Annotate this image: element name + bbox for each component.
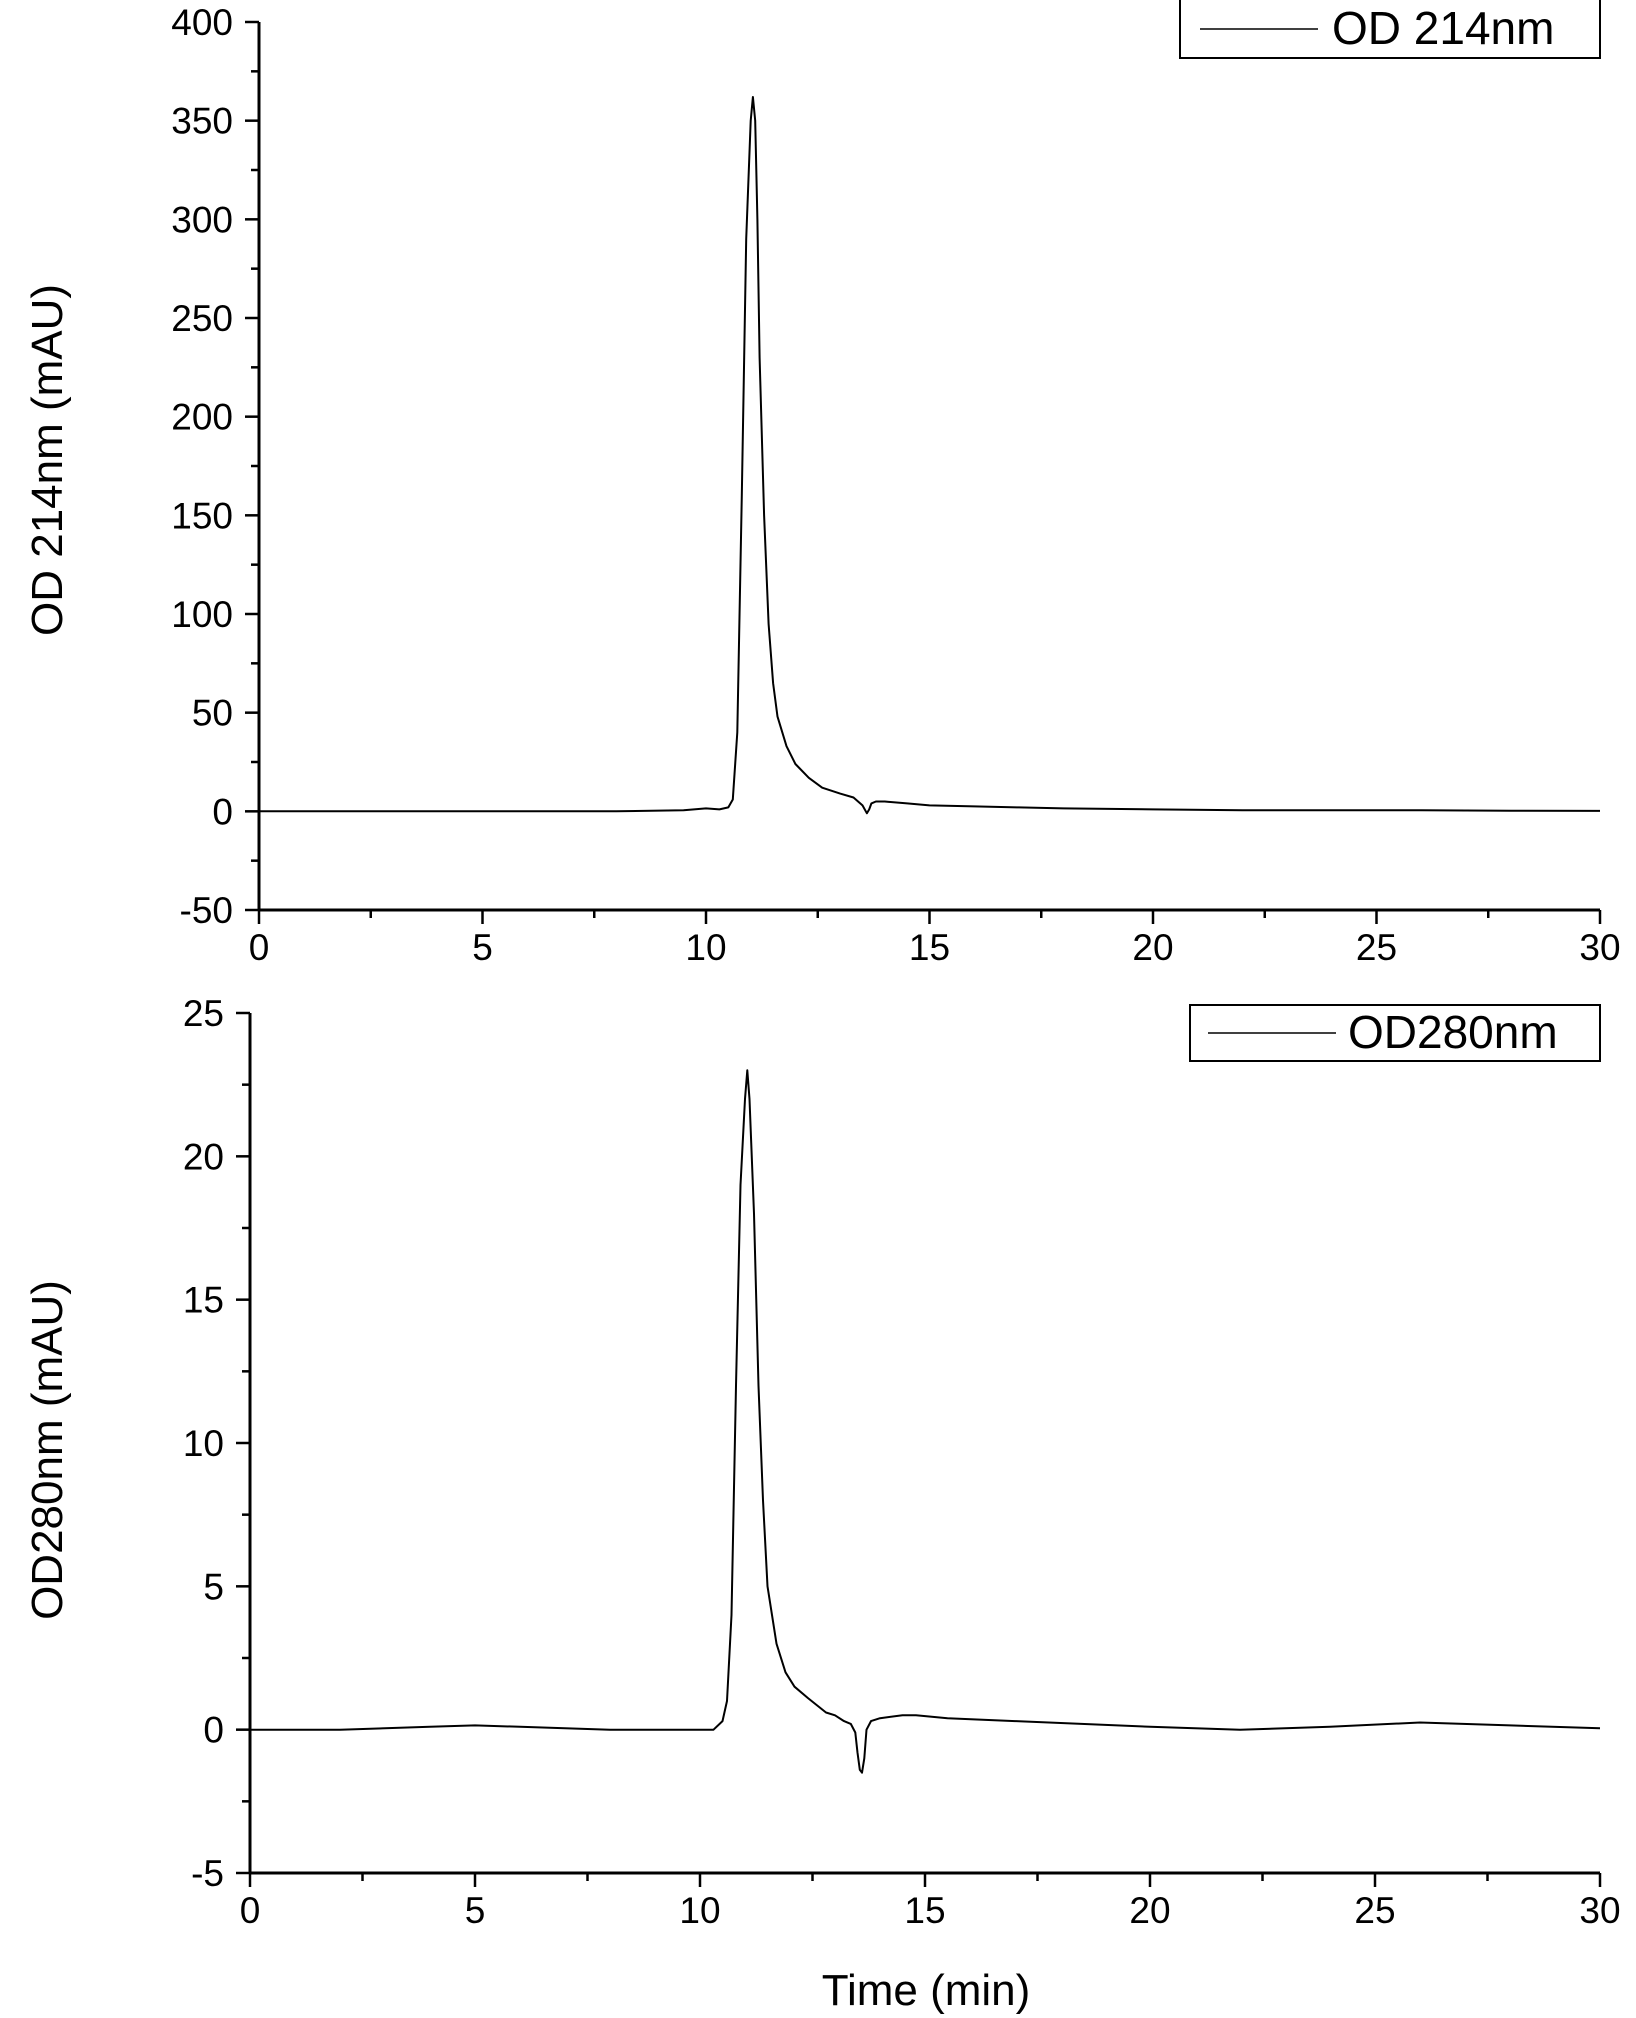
y-tick-label-od214: 250 (171, 298, 233, 339)
legend-od214: OD 214nm (1179, 0, 1601, 59)
x-tick-label-od280: 5 (465, 1890, 486, 1931)
x-tick-label-od280: 25 (1354, 1890, 1395, 1931)
y-tick-label-od214: 200 (171, 397, 233, 438)
x-tick-label-od280: 0 (240, 1890, 261, 1931)
y-tick-label-od214: 400 (171, 2, 233, 43)
y-axis-title-od214: OD 214nm (mAU) (23, 284, 72, 636)
x-tick-label-od280: 20 (1129, 1890, 1170, 1931)
x-tick-label-od280: 30 (1579, 1890, 1620, 1931)
y-tick-label-od214: 350 (171, 101, 233, 142)
x-tick-label-od280: 10 (679, 1890, 720, 1931)
y-tick-label-od280: 0 (203, 1710, 224, 1751)
x-tick-label-od214: 0 (249, 927, 270, 968)
y-tick-label-od280: 10 (183, 1423, 224, 1464)
x-tick-label-od214: 5 (472, 927, 493, 968)
y-tick-label-od280: 25 (183, 993, 224, 1034)
legend-od280: OD280nm (1189, 1004, 1601, 1062)
x-tick-label-od214: 25 (1356, 927, 1397, 968)
y-tick-label-od214: 50 (192, 693, 233, 734)
y-tick-label-od214: 150 (171, 495, 233, 536)
x-tick-label-od214: 10 (685, 927, 726, 968)
legend-label-od280: OD280nm (1348, 1006, 1558, 1058)
chart-od214: OD 214nm (mAU) OD 214nm 0 5 10 15 20 25 30 -50 0… (23, 0, 1621, 968)
y-tick-label-od214: 300 (171, 199, 233, 240)
y-tick-label-od280: 15 (183, 1280, 224, 1321)
y-tick-label-od280: 5 (203, 1566, 224, 1607)
chart-od280: OD280nm (mAU) Time (min) OD280nm 0 5 10 15 2… (23, 993, 1621, 2015)
x-tick-label-od214: 20 (1132, 927, 1173, 968)
y-tick-label-od280: 20 (183, 1136, 224, 1177)
x-axis-title-od280: Time (min) (822, 1966, 1031, 2015)
series-line-od214 (259, 96, 1601, 815)
y-tick-label-od214: -50 (180, 890, 233, 931)
y-tick-label-od214: 0 (212, 791, 233, 832)
y-tick-label-od214: 100 (171, 594, 233, 635)
legend-label-od214: OD 214nm (1332, 2, 1554, 54)
y-axis-title-od280: OD280nm (mAU) (23, 1280, 72, 1620)
y-tick-label-od280: -5 (191, 1853, 224, 1894)
x-tick-label-od280: 15 (904, 1890, 945, 1931)
x-tick-label-od214: 15 (909, 927, 950, 968)
series-line-od280 (250, 1069, 1601, 1774)
x-tick-label-od214: 30 (1579, 927, 1620, 968)
